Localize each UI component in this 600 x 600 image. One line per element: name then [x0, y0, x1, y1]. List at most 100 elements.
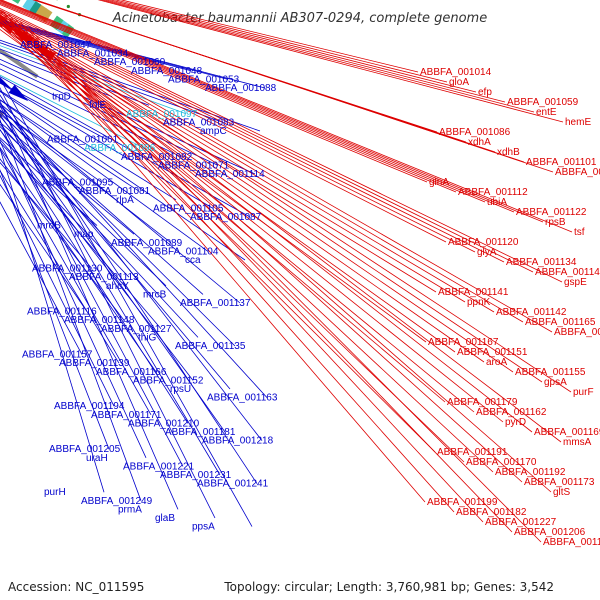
left-gene-label: ABBFA_001249 [81, 496, 153, 507]
left-connector [0, 48, 150, 106]
right-gene-label: ABBFA_001149 [554, 327, 600, 338]
right-gene-label: tsf [574, 227, 585, 238]
left-gene-label: glaB [155, 513, 175, 524]
left-connector [0, 141, 130, 278]
left-gene-label: rpsU [170, 384, 191, 395]
feature-block [0, 108, 5, 123]
right-gene-label: ABBFA_001179 [447, 397, 518, 408]
forward-gene-arrow [0, 77, 12, 89]
left-gene-label: ABBFA_001087 [190, 212, 262, 223]
left-connector [0, 148, 152, 415]
left-connector [0, 42, 224, 123]
right-connector [0, 16, 465, 463]
left-connector [0, 104, 268, 398]
right-connector [109, 0, 477, 93]
right-connector [0, 16, 533, 433]
right-connector [0, 9, 552, 493]
right-gene-label: rpsB [545, 217, 566, 228]
right-connector [0, 14, 553, 333]
right-connector [0, 22, 475, 413]
right-gene-label: ABBFA_001141 [438, 287, 509, 298]
right-connector [0, 7, 563, 283]
right-gene-label: ABBFA_001182 [456, 507, 527, 518]
label-connectors [0, 0, 573, 543]
left-gene-label: ABBFA_001171 [91, 410, 162, 421]
left-gene-label: ABBFA_001061 [47, 135, 119, 146]
right-gene-label: ABBFA_001014 [420, 67, 492, 78]
left-connector [0, 99, 179, 510]
left-gene-label: ABBFA_001166 [96, 367, 167, 378]
right-connector [0, 12, 476, 253]
right-connector [0, 25, 446, 403]
right-connector [0, 23, 437, 293]
right-connector [0, 18, 495, 313]
right-gene-label: ABBFA_001173 [524, 477, 595, 488]
left-gene-label: ABBFA_001181 [165, 427, 236, 438]
right-gene-label: ABBFA_001134 [506, 257, 577, 268]
left-gene-label: ABBFA_001148 [64, 315, 135, 326]
left-gene-label: ABBFA_001231 [160, 470, 232, 481]
right-gene-label: ABBFA_001170 [466, 457, 537, 468]
right-connector [0, 1, 486, 203]
left-gene-label: ABBFA_001034 [57, 49, 129, 60]
left-connector [0, 201, 83, 355]
left-connector [0, 94, 258, 484]
left-gene-label: ABBFA_001114 [195, 169, 265, 180]
left-gene-label: ABBFA_001082 [121, 152, 193, 163]
left-connector [0, 118, 142, 501]
left-connector [0, 77, 253, 527]
left-gene-label: ABBFA_001071 [158, 160, 230, 171]
left-gene-label: ABBFA_001089 [111, 238, 183, 249]
left-connector [0, 137, 98, 226]
left-connector [0, 87, 216, 519]
left-connector [0, 183, 88, 312]
left-connector [0, 82, 108, 140]
right-connector [0, 0, 573, 233]
feature-block [22, 0, 36, 12]
left-connector [0, 105, 221, 476]
right-connector [0, 19, 514, 373]
left-gene-label: thiG [138, 332, 157, 343]
left-gene-label: ABBFA_001083 [163, 117, 235, 128]
left-gene-label: ampC [200, 126, 227, 137]
left-connector [0, 22, 118, 54]
right-connector [0, 0, 515, 213]
topology-text: Topology: circular; Length: 3,760,981 bp… [224, 580, 554, 594]
right-gene-label: ABBFA_001227 [485, 517, 557, 528]
right-connector [97, 0, 564, 123]
left-gene-label: folE [89, 100, 107, 111]
right-gene-label: glyA [477, 247, 497, 258]
right-gene-label: gspE [564, 277, 587, 288]
left-gene-label: cca [185, 255, 201, 266]
left-gene-label: ABBFA_001048 [131, 66, 203, 77]
accession-text: Accession: NC_011595 [8, 580, 145, 594]
track-dot [66, 4, 70, 9]
left-gene-label: prmA [118, 504, 142, 515]
right-connector [2, 10, 426, 503]
right-gene-label: ABBFA_001142 [496, 307, 567, 318]
right-gene-label: ppnK [467, 297, 491, 308]
left-gene-label: ABBFA_001097 [126, 109, 198, 120]
left-connector [0, 68, 182, 158]
right-connector [120, 0, 419, 73]
left-connector [0, 63, 219, 166]
right-gene-label: pyrD [505, 417, 526, 428]
left-connector [0, 58, 256, 175]
right-gene-label: aroA [486, 357, 507, 368]
right-connector [0, 9, 534, 273]
left-connector [0, 110, 103, 183]
right-connector [8, 14, 455, 513]
left-connector [0, 126, 167, 287]
left-connector [0, 169, 110, 450]
right-gene-label: ABBFA_001162 [476, 407, 547, 418]
left-connector [0, 115, 231, 390]
left-gene-label: ABBFA_001152 [133, 375, 204, 386]
right-connector [0, 19, 436, 453]
feature-block [28, 0, 42, 15]
left-gene-label: mrdB [37, 221, 61, 232]
left-connector [0, 102, 263, 441]
left-gene-label: ABBFA_001137 [180, 298, 251, 309]
right-connector [34, 0, 554, 173]
left-gene-label: ABBFA_001105 [153, 203, 224, 214]
left-connector [0, 140, 147, 458]
